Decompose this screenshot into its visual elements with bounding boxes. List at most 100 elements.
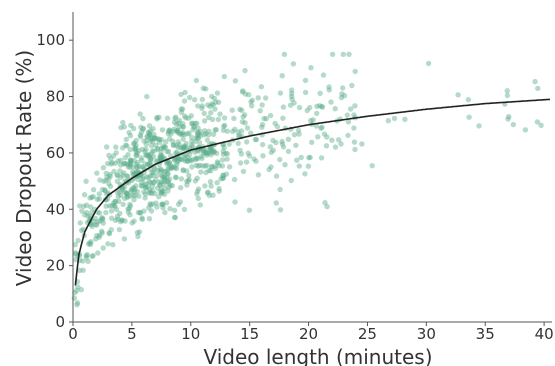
data-point bbox=[263, 116, 269, 122]
data-point bbox=[123, 160, 129, 167]
data-point bbox=[349, 82, 355, 89]
data-point bbox=[173, 128, 180, 134]
data-point bbox=[214, 159, 221, 165]
data-point bbox=[188, 113, 194, 119]
data-point bbox=[332, 144, 339, 150]
data-point bbox=[319, 104, 326, 110]
data-point bbox=[285, 148, 292, 155]
data-point bbox=[123, 136, 129, 143]
data-point bbox=[244, 125, 251, 131]
data-point bbox=[220, 151, 227, 157]
data-point bbox=[169, 182, 176, 189]
data-point bbox=[178, 145, 184, 151]
y-axis-ticks: 0 20 40 60 80 100 bbox=[36, 31, 73, 331]
x-tick-label: 35 bbox=[476, 325, 495, 343]
data-point bbox=[210, 102, 216, 108]
data-point bbox=[158, 154, 165, 161]
data-point bbox=[139, 146, 146, 153]
data-point bbox=[120, 119, 126, 126]
data-point bbox=[171, 126, 178, 132]
data-point bbox=[165, 166, 171, 172]
data-point bbox=[75, 237, 81, 244]
data-point bbox=[154, 172, 160, 178]
data-point bbox=[171, 157, 178, 163]
data-point bbox=[116, 198, 122, 204]
data-point bbox=[178, 106, 184, 112]
data-point bbox=[185, 158, 191, 164]
data-point bbox=[273, 173, 280, 179]
x-tick-label: 5 bbox=[127, 325, 137, 343]
data-point bbox=[196, 148, 203, 154]
data-point bbox=[235, 129, 241, 135]
data-point bbox=[152, 135, 159, 142]
data-point bbox=[204, 190, 211, 196]
data-point bbox=[143, 185, 149, 191]
x-axis-title: Video length (minutes) bbox=[203, 345, 432, 366]
data-point bbox=[97, 177, 103, 183]
data-point bbox=[205, 189, 211, 195]
data-point bbox=[117, 168, 123, 174]
data-point bbox=[220, 175, 226, 181]
data-point bbox=[209, 93, 215, 100]
data-point bbox=[230, 128, 236, 135]
data-point bbox=[169, 164, 175, 171]
data-point bbox=[209, 116, 216, 123]
data-point bbox=[157, 154, 163, 160]
data-point bbox=[217, 111, 223, 117]
data-point bbox=[344, 112, 350, 118]
data-point bbox=[89, 209, 95, 215]
data-point bbox=[94, 170, 100, 176]
data-point bbox=[160, 145, 167, 151]
data-point bbox=[145, 174, 152, 181]
data-point bbox=[104, 160, 111, 167]
data-point bbox=[149, 136, 155, 142]
data-point bbox=[267, 144, 273, 150]
data-point bbox=[143, 146, 149, 152]
data-point bbox=[156, 114, 162, 121]
data-point bbox=[152, 135, 158, 141]
data-point bbox=[139, 164, 145, 170]
data-point bbox=[204, 137, 211, 143]
data-point bbox=[144, 174, 150, 180]
trend-curve bbox=[74, 98, 550, 286]
data-point bbox=[108, 208, 115, 214]
data-point bbox=[151, 131, 157, 138]
data-point bbox=[179, 131, 186, 138]
data-point bbox=[125, 152, 131, 158]
data-point bbox=[236, 132, 242, 138]
data-point bbox=[102, 188, 108, 194]
data-point bbox=[205, 132, 212, 138]
data-point bbox=[195, 155, 201, 162]
data-point bbox=[80, 267, 86, 273]
data-point bbox=[208, 110, 214, 116]
data-point bbox=[168, 163, 175, 170]
data-point bbox=[135, 176, 141, 182]
data-point bbox=[106, 230, 112, 236]
data-point bbox=[318, 103, 325, 110]
data-point bbox=[181, 206, 188, 213]
data-point bbox=[155, 146, 161, 153]
data-point bbox=[352, 103, 358, 109]
data-point bbox=[158, 169, 164, 175]
data-point bbox=[318, 125, 324, 131]
data-point bbox=[159, 127, 166, 133]
data-point bbox=[120, 145, 126, 151]
data-point bbox=[156, 136, 162, 143]
data-point bbox=[77, 267, 83, 274]
data-point bbox=[308, 118, 314, 124]
data-point bbox=[156, 194, 162, 200]
data-point bbox=[261, 115, 267, 122]
data-point bbox=[203, 86, 209, 92]
data-point bbox=[166, 160, 172, 167]
data-point bbox=[184, 178, 190, 184]
data-point bbox=[192, 120, 198, 127]
data-point bbox=[131, 157, 137, 164]
data-point bbox=[202, 183, 208, 189]
data-point bbox=[200, 85, 206, 91]
data-point bbox=[229, 107, 235, 113]
data-point bbox=[160, 155, 167, 161]
data-point bbox=[126, 129, 132, 136]
data-point bbox=[184, 131, 191, 137]
data-point bbox=[136, 193, 142, 199]
data-point bbox=[147, 138, 154, 144]
